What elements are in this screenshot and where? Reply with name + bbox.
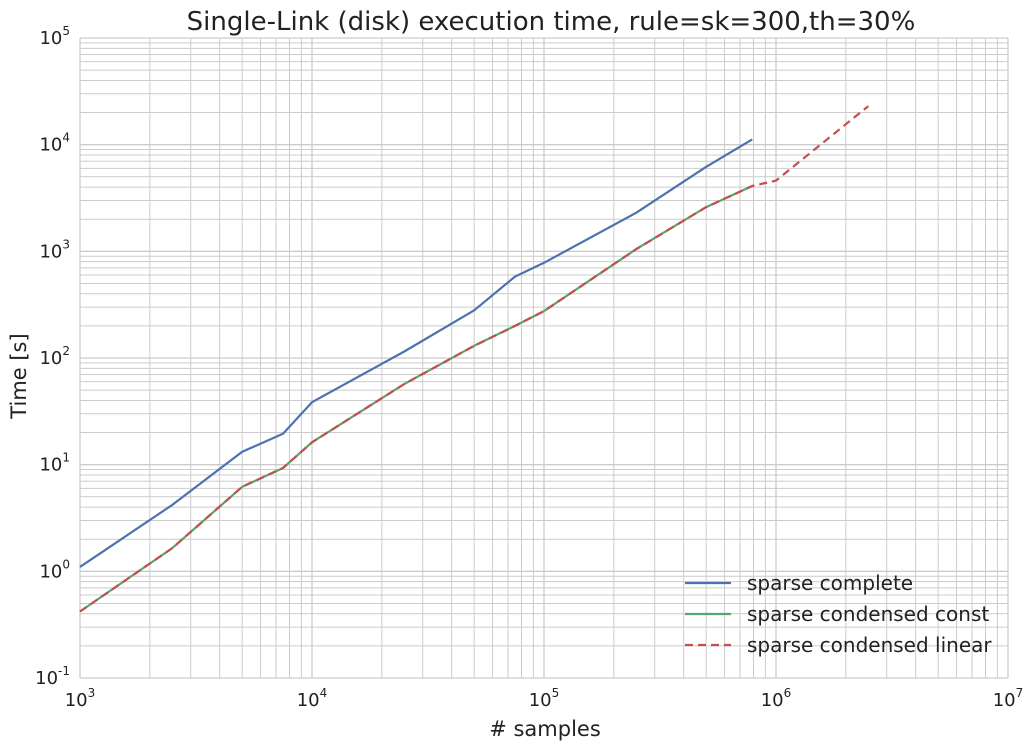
y-tick-label: 10-1: [35, 664, 70, 689]
y-tick-label-base: 10: [39, 135, 62, 156]
x-tick-label-exponent: 3: [88, 686, 96, 700]
y-tick-label-exponent: 5: [62, 24, 70, 38]
series-line-2: [79, 185, 753, 613]
y-tick-label-exponent: 4: [62, 131, 70, 145]
y-tick-label: 102: [39, 344, 70, 369]
x-tick-label: 104: [297, 686, 328, 711]
y-axis-label: Time [s]: [7, 333, 31, 419]
y-tick-label: 100: [39, 557, 70, 582]
legend-label-3: sparse condensed linear: [747, 633, 992, 657]
series-line-3: [79, 105, 869, 613]
x-tick-label-exponent: 6: [784, 686, 792, 700]
x-tick-label-base: 10: [993, 690, 1016, 711]
y-tick-label: 104: [39, 131, 70, 156]
x-tick-label: 107: [993, 686, 1024, 711]
x-tick-label-exponent: 4: [320, 686, 328, 700]
x-tick-label-base: 10: [761, 690, 784, 711]
chart-title: Single-Link (disk) execution time, rule=…: [187, 7, 916, 37]
y-tick-label-base: 10: [39, 561, 62, 582]
y-tick-label-exponent: 1: [62, 451, 70, 465]
y-tick-label: 103: [39, 237, 70, 262]
x-tick-label-base: 10: [529, 690, 552, 711]
y-tick-label: 105: [39, 24, 70, 49]
x-axis-label: # samples: [489, 717, 601, 741]
y-tick-label-base: 10: [39, 348, 62, 369]
series-line-1: [79, 138, 753, 568]
x-tick-label-base: 10: [297, 690, 320, 711]
x-tick-label-exponent: 7: [1016, 686, 1024, 700]
y-tick-label-base: 10: [39, 241, 62, 262]
y-tick-label-base: 10: [39, 455, 62, 476]
x-tick-label-base: 10: [65, 690, 88, 711]
x-tick-label-exponent: 5: [552, 686, 560, 700]
y-tick-label-exponent: 0: [62, 557, 70, 571]
y-tick-label: 101: [39, 451, 70, 476]
x-tick-label: 105: [529, 686, 560, 711]
y-tick-label-exponent: 3: [62, 237, 70, 251]
x-tick-label: 103: [65, 686, 96, 711]
legend-label-2: sparse condensed const: [747, 602, 989, 626]
legend-label-1: sparse complete: [747, 571, 913, 595]
y-tick-label-base: 10: [35, 668, 58, 689]
series-group: [79, 105, 869, 613]
y-tick-label-base: 10: [39, 28, 62, 49]
y-tick-label-exponent: -1: [58, 664, 70, 678]
y-tick-label-exponent: 2: [62, 344, 70, 358]
x-tick-label: 106: [761, 686, 792, 711]
legend: sparse complete sparse condensed const spa…: [685, 571, 992, 657]
